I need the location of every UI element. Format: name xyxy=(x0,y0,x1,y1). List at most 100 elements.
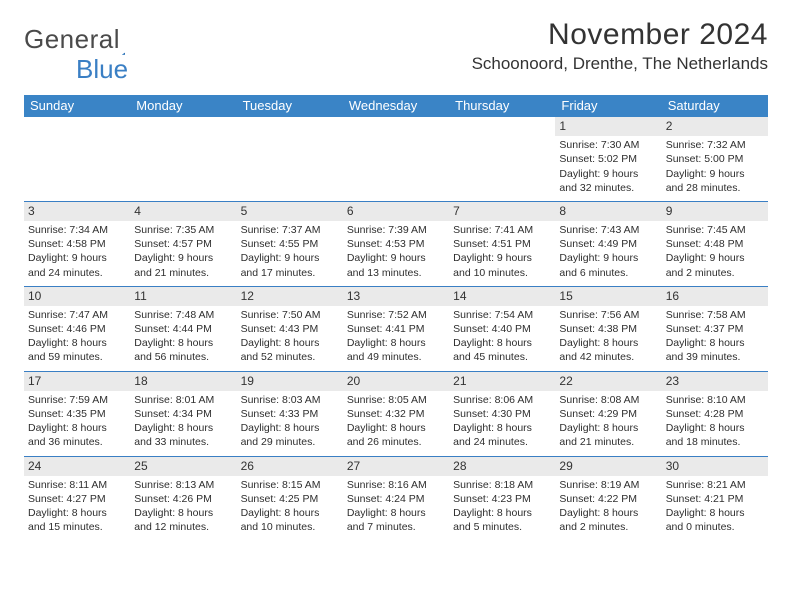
sunrise-text: Sunrise: 7:56 AM xyxy=(559,308,657,322)
sunset-text: Sunset: 4:43 PM xyxy=(241,322,339,336)
day-cell: 10Sunrise: 7:47 AMSunset: 4:46 PMDayligh… xyxy=(24,287,130,371)
empty-cell xyxy=(237,117,343,201)
week-row: 24Sunrise: 8:11 AMSunset: 4:27 PMDayligh… xyxy=(24,457,768,541)
sunrise-text: Sunrise: 7:35 AM xyxy=(134,223,232,237)
sunrise-text: Sunrise: 7:43 AM xyxy=(559,223,657,237)
day-cell: 2Sunrise: 7:32 AMSunset: 5:00 PMDaylight… xyxy=(662,117,768,201)
day-cell: 9Sunrise: 7:45 AMSunset: 4:48 PMDaylight… xyxy=(662,202,768,286)
daylight-text: Daylight: 9 hours and 2 minutes. xyxy=(666,251,764,279)
sunrise-text: Sunrise: 7:48 AM xyxy=(134,308,232,322)
day-cell: 29 Sunrise: 8:19 AMSunset: 4:22 PMDayligh… xyxy=(555,457,661,541)
day-cell: 13Sunrise: 7:52 AMSunset: 4:41 PMDayligh… xyxy=(343,287,449,371)
day-number: 8 xyxy=(555,202,661,221)
day-details: Sunrise: 8:01 AMSunset: 4:34 PMDaylight:… xyxy=(134,393,232,450)
sunset-text: Sunset: 4:34 PM xyxy=(134,407,232,421)
day-number: 17 xyxy=(24,372,130,391)
sunset-text: Sunset: 5:02 PM xyxy=(559,152,657,166)
day-details: Sunrise: 8:13 AMSunset: 4:26 PMDaylight:… xyxy=(134,478,232,535)
empty-cell xyxy=(449,117,555,201)
daylight-text: Daylight: 8 hours and 49 minutes. xyxy=(347,336,445,364)
daylight-text: Daylight: 8 hours and 33 minutes. xyxy=(134,421,232,449)
day-number: 27 xyxy=(343,457,449,476)
day-cell: 24Sunrise: 8:11 AMSunset: 4:27 PMDayligh… xyxy=(24,457,130,541)
sunrise-text: Sunrise: 8:13 AM xyxy=(134,478,232,492)
logo-sail-icon xyxy=(122,31,125,49)
day-number: 3 xyxy=(24,202,130,221)
day-number: 1 xyxy=(555,117,661,136)
daylight-text: Daylight: 8 hours and 52 minutes. xyxy=(241,336,339,364)
daylight-text: Daylight: 8 hours and 10 minutes. xyxy=(241,506,339,534)
dayname-sunday: Sunday xyxy=(24,95,130,117)
sunrise-text: Sunrise: 7:59 AM xyxy=(28,393,126,407)
day-cell: 23Sunrise: 8:10 AMSunset: 4:28 PMDayligh… xyxy=(662,372,768,456)
sunrise-text: Sunrise: 8:19 AM xyxy=(559,478,657,492)
day-cell: 1 Sunrise: 7:30 AMSunset: 5:02 PMDaylight… xyxy=(555,117,661,201)
dayname-saturday: Saturday xyxy=(662,95,768,117)
daylight-text: Daylight: 8 hours and 26 minutes. xyxy=(347,421,445,449)
day-number: 28 xyxy=(449,457,555,476)
day-details: Sunrise: 8:10 AMSunset: 4:28 PMDaylight:… xyxy=(666,393,764,450)
day-details: Sunrise: 7:59 AMSunset: 4:35 PMDaylight:… xyxy=(28,393,126,450)
sunset-text: Sunset: 4:40 PM xyxy=(453,322,551,336)
day-cell: 28Sunrise: 8:18 AMSunset: 4:23 PMDayligh… xyxy=(449,457,555,541)
day-details: Sunrise: 7:34 AMSunset: 4:58 PMDaylight:… xyxy=(28,223,126,280)
day-number: 7 xyxy=(449,202,555,221)
daylight-text: Daylight: 8 hours and 29 minutes. xyxy=(241,421,339,449)
sunrise-text: Sunrise: 8:05 AM xyxy=(347,393,445,407)
empty-cell xyxy=(343,117,449,201)
day-number: 29 xyxy=(555,457,661,476)
daylight-text: Daylight: 8 hours and 42 minutes. xyxy=(559,336,657,364)
logo-word-1: General xyxy=(24,24,120,55)
sunset-text: Sunset: 4:28 PM xyxy=(666,407,764,421)
daylight-text: Daylight: 9 hours and 6 minutes. xyxy=(559,251,657,279)
sunrise-text: Sunrise: 7:30 AM xyxy=(559,138,657,152)
sunrise-text: Sunrise: 7:58 AM xyxy=(666,308,764,322)
daylight-text: Daylight: 8 hours and 12 minutes. xyxy=(134,506,232,534)
sunrise-text: Sunrise: 7:32 AM xyxy=(666,138,764,152)
sunset-text: Sunset: 4:30 PM xyxy=(453,407,551,421)
sunset-text: Sunset: 4:23 PM xyxy=(453,492,551,506)
daylight-text: Daylight: 8 hours and 5 minutes. xyxy=(453,506,551,534)
day-number: 18 xyxy=(130,372,236,391)
day-cell: 30Sunrise: 8:21 AMSunset: 4:21 PMDayligh… xyxy=(662,457,768,541)
day-details: Sunrise: 7:50 AMSunset: 4:43 PMDaylight:… xyxy=(241,308,339,365)
daylight-text: Daylight: 8 hours and 0 minutes. xyxy=(666,506,764,534)
sunset-text: Sunset: 4:58 PM xyxy=(28,237,126,251)
day-cell: 19Sunrise: 8:03 AMSunset: 4:33 PMDayligh… xyxy=(237,372,343,456)
day-number: 16 xyxy=(662,287,768,306)
sunset-text: Sunset: 4:27 PM xyxy=(28,492,126,506)
daylight-text: Daylight: 9 hours and 32 minutes. xyxy=(559,167,657,195)
day-cell: 18 Sunrise: 8:01 AMSunset: 4:34 PMDayligh… xyxy=(130,372,236,456)
day-number: 30 xyxy=(662,457,768,476)
dayname-friday: Friday xyxy=(555,95,661,117)
day-details: Sunrise: 8:11 AMSunset: 4:27 PMDaylight:… xyxy=(28,478,126,535)
daylight-text: Daylight: 8 hours and 21 minutes. xyxy=(559,421,657,449)
day-number: 2 xyxy=(662,117,768,136)
day-details: Sunrise: 7:45 AMSunset: 4:48 PMDaylight:… xyxy=(666,223,764,280)
day-cell: 12 Sunrise: 7:50 AMSunset: 4:43 PMDayligh… xyxy=(237,287,343,371)
day-details: Sunrise: 7:47 AMSunset: 4:46 PMDaylight:… xyxy=(28,308,126,365)
day-cell: 26Sunrise: 8:15 AMSunset: 4:25 PMDayligh… xyxy=(237,457,343,541)
month-title: November 2024 xyxy=(472,18,768,52)
dayname-wednesday: Wednesday xyxy=(343,95,449,117)
day-number: 12 xyxy=(237,287,343,306)
empty-cell xyxy=(130,117,236,201)
sunset-text: Sunset: 4:41 PM xyxy=(347,322,445,336)
sunrise-text: Sunrise: 7:50 AM xyxy=(241,308,339,322)
day-details: Sunrise: 7:58 AMSunset: 4:37 PMDaylight:… xyxy=(666,308,764,365)
sunrise-text: Sunrise: 7:47 AM xyxy=(28,308,126,322)
day-details: Sunrise: 8:16 AMSunset: 4:24 PMDaylight:… xyxy=(347,478,445,535)
empty-cell xyxy=(24,117,130,201)
day-details: Sunrise: 8:19 AMSunset: 4:22 PMDaylight:… xyxy=(559,478,657,535)
day-cell: 25Sunrise: 8:13 AMSunset: 4:26 PMDayligh… xyxy=(130,457,236,541)
sunset-text: Sunset: 4:51 PM xyxy=(453,237,551,251)
title-block: November 2024 Schoonoord, Drenthe, The N… xyxy=(472,18,768,74)
sunrise-text: Sunrise: 8:21 AM xyxy=(666,478,764,492)
day-number: 20 xyxy=(343,372,449,391)
daylight-text: Daylight: 9 hours and 10 minutes. xyxy=(453,251,551,279)
day-number: 13 xyxy=(343,287,449,306)
day-cell: 16 Sunrise: 7:58 AMSunset: 4:37 PMDayligh… xyxy=(662,287,768,371)
day-cell: 20Sunrise: 8:05 AMSunset: 4:32 PMDayligh… xyxy=(343,372,449,456)
daylight-text: Daylight: 8 hours and 59 minutes. xyxy=(28,336,126,364)
sunrise-text: Sunrise: 7:45 AM xyxy=(666,223,764,237)
